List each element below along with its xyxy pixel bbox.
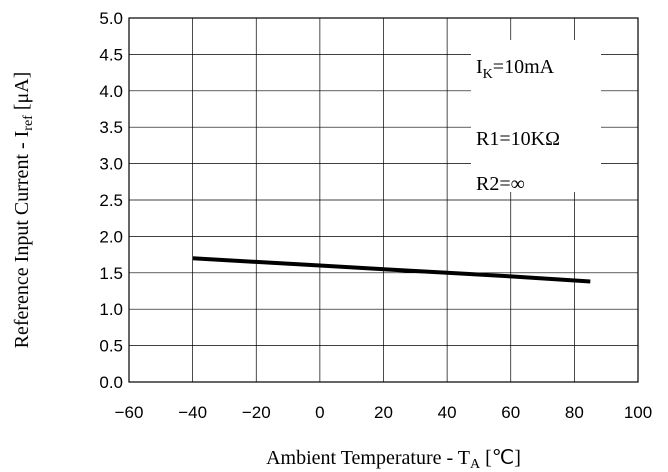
x-tick-label: 100 bbox=[624, 403, 652, 422]
x-tick-label: −40 bbox=[178, 403, 207, 422]
y-tick-label: 3.5 bbox=[99, 118, 123, 137]
condition-label: R1=10KΩ bbox=[476, 128, 560, 150]
x-tick-labels: −60 −40 −20 0 20 40 60 80 100 bbox=[115, 403, 653, 422]
y-tick-label: 1.5 bbox=[99, 264, 123, 283]
x-tick-label: −60 bbox=[115, 403, 144, 422]
x-tick-label: −20 bbox=[242, 403, 271, 422]
x-tick-label: 20 bbox=[374, 403, 393, 422]
x-tick-label: 60 bbox=[501, 403, 520, 422]
x-axis-title: Ambient Temperature - TA [℃] bbox=[266, 447, 521, 472]
series-group bbox=[192, 256, 591, 284]
condition-label: IK=10mA bbox=[476, 56, 555, 82]
x-tick-label: 80 bbox=[565, 403, 584, 422]
x-tick-label: 0 bbox=[315, 403, 324, 422]
y-tick-label: 2.5 bbox=[99, 191, 123, 210]
annotations: IK=10mA R1=10KΩ R2=∞ bbox=[476, 56, 560, 195]
y-axis-title: Reference Input Current - Iref [μA] bbox=[11, 72, 36, 349]
y-tick-label: 2.0 bbox=[99, 227, 123, 246]
y-tick-label: 3.0 bbox=[99, 155, 123, 174]
y-tick-labels: 0.0 0.5 1.0 1.5 2.0 2.5 3.0 3.5 4.0 4.5 5.0 bbox=[99, 9, 123, 392]
series-line bbox=[192, 256, 591, 284]
x-tick-label: 40 bbox=[438, 403, 457, 422]
y-tick-label: 0.0 bbox=[99, 373, 123, 392]
y-tick-label: 4.0 bbox=[99, 82, 123, 101]
y-tick-label: 0.5 bbox=[99, 337, 123, 356]
y-tick-label: 4.5 bbox=[99, 45, 123, 64]
annotation-box bbox=[471, 40, 601, 192]
y-tick-label: 1.0 bbox=[99, 300, 123, 319]
y-tick-label: 5.0 bbox=[99, 9, 123, 28]
plot-frame bbox=[128, 17, 639, 383]
condition-label: R2=∞ bbox=[476, 173, 525, 195]
